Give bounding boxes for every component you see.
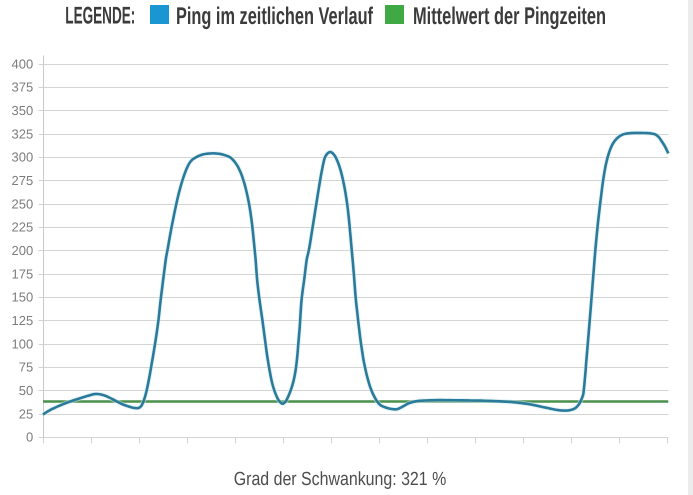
svg-text:200: 200 — [11, 243, 33, 258]
svg-text:325: 325 — [11, 126, 33, 141]
svg-text:Mittelwert der Pingzeiten: Mittelwert der Pingzeiten — [413, 3, 606, 30]
svg-text:100: 100 — [11, 336, 33, 351]
svg-text:Ping im zeitlichen Verlauf: Ping im zeitlichen Verlauf — [176, 3, 374, 30]
svg-text:50: 50 — [19, 383, 33, 398]
svg-text:375: 375 — [11, 80, 33, 95]
svg-text:350: 350 — [11, 103, 33, 118]
svg-text:75: 75 — [19, 360, 33, 375]
svg-text:LEGENDE:: LEGENDE: — [65, 3, 135, 30]
svg-text:Grad der Schwankung: 321 %: Grad der Schwankung: 321 % — [234, 469, 447, 490]
svg-text:150: 150 — [11, 290, 33, 305]
svg-text:275: 275 — [11, 173, 33, 188]
svg-text:400: 400 — [11, 56, 33, 71]
svg-text:125: 125 — [11, 313, 33, 328]
svg-text:300: 300 — [11, 150, 33, 165]
svg-text:25: 25 — [19, 406, 33, 421]
svg-text:175: 175 — [11, 266, 33, 281]
svg-text:225: 225 — [11, 220, 33, 235]
svg-text:250: 250 — [11, 196, 33, 211]
svg-text:0: 0 — [26, 430, 33, 445]
